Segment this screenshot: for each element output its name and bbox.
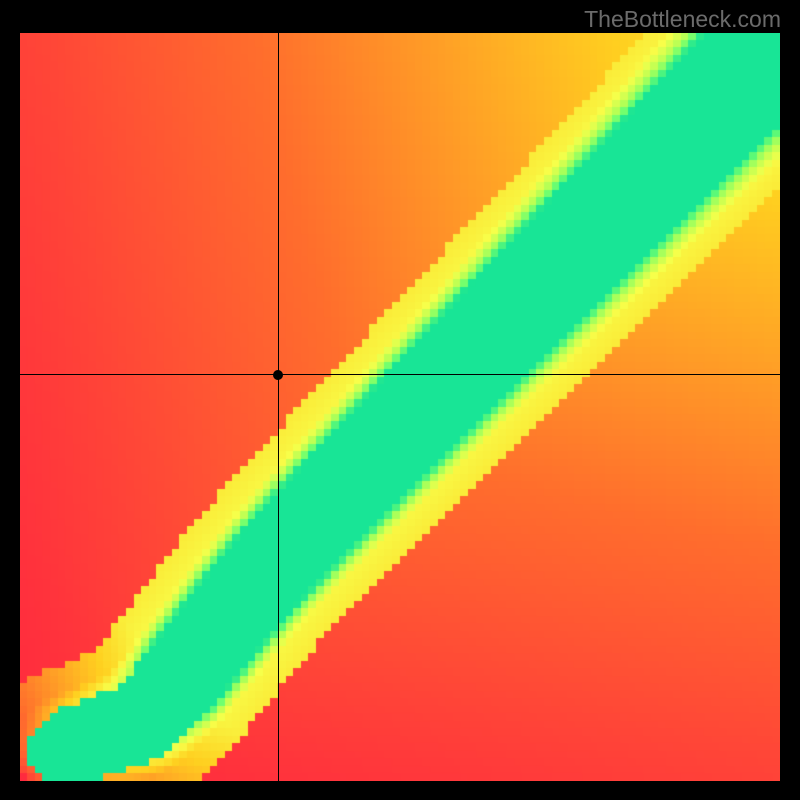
heatmap-plot [20,33,780,781]
heatmap-canvas [20,33,780,781]
watermark-text: TheBottleneck.com [584,6,781,33]
crosshair-horizontal [20,374,780,375]
marker-dot [273,370,283,380]
crosshair-vertical [278,33,279,781]
